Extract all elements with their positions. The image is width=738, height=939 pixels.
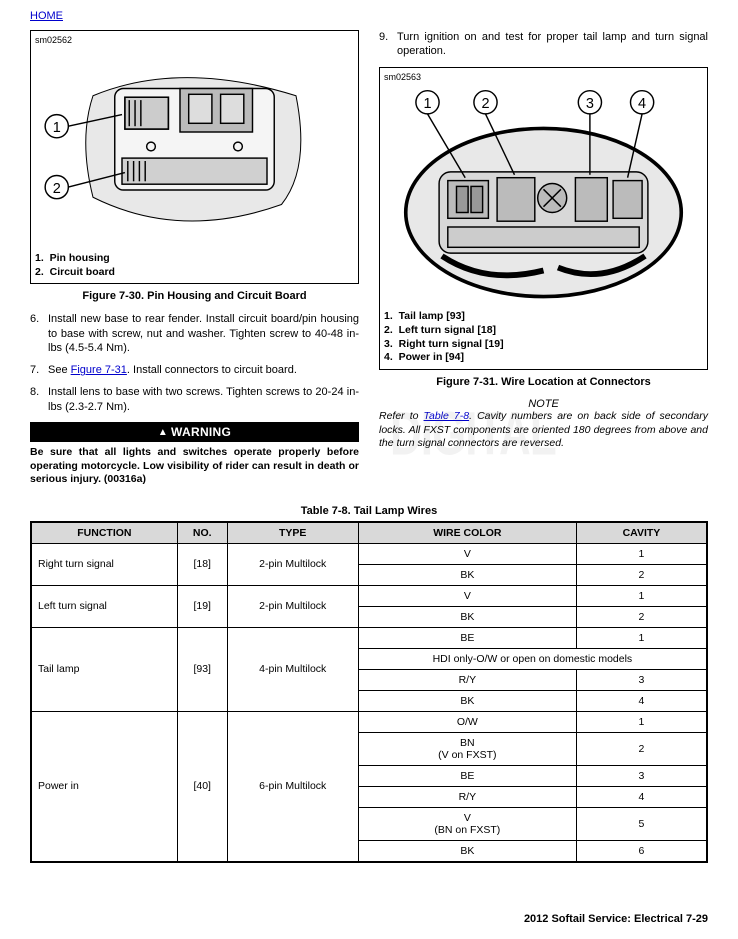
figure-7-31-legend: 1. Tail lamp [93] 2. Left turn signal [1… [384, 310, 703, 365]
figure-7-31-illustration: 1 2 3 4 [384, 82, 703, 307]
cell-type: 2-pin Multilock [227, 543, 358, 585]
figure-id: sm02563 [384, 72, 703, 82]
table-7-8-link[interactable]: Table 7-8 [424, 410, 470, 422]
step-7: 7. See Figure 7-31. Install connectors t… [30, 363, 359, 377]
table-7-8-title: Table 7-8. Tail Lamp Wires [30, 505, 708, 517]
cell-wire-color: R/Y [358, 669, 576, 690]
cell-function: Left turn signal [31, 585, 177, 627]
table-header-row: FUNCTION NO. TYPE WIRE COLOR CAVITY [31, 522, 707, 544]
figure-7-31-caption: Figure 7-31. Wire Location at Connectors [379, 376, 708, 388]
cell-function: Power in [31, 711, 177, 862]
cell-no: [40] [177, 711, 227, 862]
figure-7-30-box: sm02562 1 2 [30, 30, 359, 284]
cell-cavity: 5 [576, 807, 707, 840]
table-row: Tail lamp[93]4-pin MultilockBE1 [31, 627, 707, 648]
cell-wire-color: V [358, 585, 576, 606]
figure-7-31-box: sm02563 1 2 3 4 [379, 67, 708, 370]
cell-cavity: 2 [576, 606, 707, 627]
cell-cavity: 4 [576, 690, 707, 711]
steps-6-8: 6. Install new base to rear fender. Inst… [30, 312, 359, 414]
cell-type: 4-pin Multilock [227, 627, 358, 711]
th-cavity: CAVITY [576, 522, 707, 544]
warning-header: WARNING [30, 422, 359, 442]
cell-wire-color: BK [358, 840, 576, 862]
cell-cavity: 1 [576, 627, 707, 648]
cell-function: Tail lamp [31, 627, 177, 711]
note-heading: NOTE [379, 398, 708, 410]
cell-cavity: 2 [576, 732, 707, 765]
cell-wire-color: BE [358, 627, 576, 648]
th-function: FUNCTION [31, 522, 177, 544]
cell-type: 6-pin Multilock [227, 711, 358, 862]
home-link[interactable]: HOME [30, 10, 63, 22]
table-row: Left turn signal[19]2-pin MultilockV1 [31, 585, 707, 606]
right-column: 9. Turn ignition on and test for proper … [379, 30, 708, 495]
cell-cavity: 2 [576, 564, 707, 585]
cell-cavity: 3 [576, 765, 707, 786]
cell-cavity: 4 [576, 786, 707, 807]
th-no: NO. [177, 522, 227, 544]
cell-function: Right turn signal [31, 543, 177, 585]
cell-wire-color: V (BN on FXST) [358, 807, 576, 840]
figure-7-30-illustration: 1 2 [35, 45, 354, 248]
cell-cavity: 6 [576, 840, 707, 862]
cell-wire-color: V [358, 543, 576, 564]
svg-text:1: 1 [423, 96, 431, 112]
figure-7-30-caption: Figure 7-30. Pin Housing and Circuit Boa… [30, 290, 359, 302]
svg-text:4: 4 [638, 96, 646, 112]
cell-wire-color: BK [358, 564, 576, 585]
warning-text: Be sure that all lights and switches ope… [30, 446, 359, 487]
cell-wire-color: O/W [358, 711, 576, 732]
svg-text:3: 3 [586, 96, 594, 112]
cell-wire-color: R/Y [358, 786, 576, 807]
cell-no: [93] [177, 627, 227, 711]
cell-cavity: 1 [576, 711, 707, 732]
figure-7-30-legend: 1. Pin housing 2. Circuit board [35, 252, 354, 279]
cell-wire-color: BK [358, 690, 576, 711]
cell-no: [19] [177, 585, 227, 627]
cell-wire-color: HDI only-O/W or open on domestic models [358, 648, 707, 669]
cell-cavity: 1 [576, 543, 707, 564]
th-type: TYPE [227, 522, 358, 544]
cell-wire-color: BN (V on FXST) [358, 732, 576, 765]
cell-wire-color: BE [358, 765, 576, 786]
left-column: sm02562 1 2 [30, 30, 359, 495]
cell-cavity: 3 [576, 669, 707, 690]
step-6: 6. Install new base to rear fender. Inst… [30, 312, 359, 355]
table-row: Power in[40]6-pin MultilockO/W1 [31, 711, 707, 732]
figure-7-31-link[interactable]: Figure 7-31 [71, 364, 127, 376]
svg-text:2: 2 [481, 96, 489, 112]
cell-cavity: 1 [576, 585, 707, 606]
svg-text:1: 1 [53, 120, 61, 136]
cell-type: 2-pin Multilock [227, 585, 358, 627]
cell-wire-color: BK [358, 606, 576, 627]
page-footer: 2012 Softail Service: Electrical 7-29 [30, 913, 708, 925]
figure-id: sm02562 [35, 35, 354, 45]
table-row: Right turn signal[18]2-pin MultilockV1 [31, 543, 707, 564]
svg-text:2: 2 [53, 181, 61, 197]
note-body: Refer to Table 7-8. Cavity numbers are o… [379, 410, 708, 451]
step-9: 9. Turn ignition on and test for proper … [379, 30, 708, 59]
th-wire-color: WIRE COLOR [358, 522, 576, 544]
table-7-8: FUNCTION NO. TYPE WIRE COLOR CAVITY Righ… [30, 521, 708, 863]
two-column-layout: sm02562 1 2 [30, 30, 708, 495]
step-8: 8. Install lens to base with two screws.… [30, 385, 359, 414]
steps-9: 9. Turn ignition on and test for proper … [379, 30, 708, 59]
cell-no: [18] [177, 543, 227, 585]
